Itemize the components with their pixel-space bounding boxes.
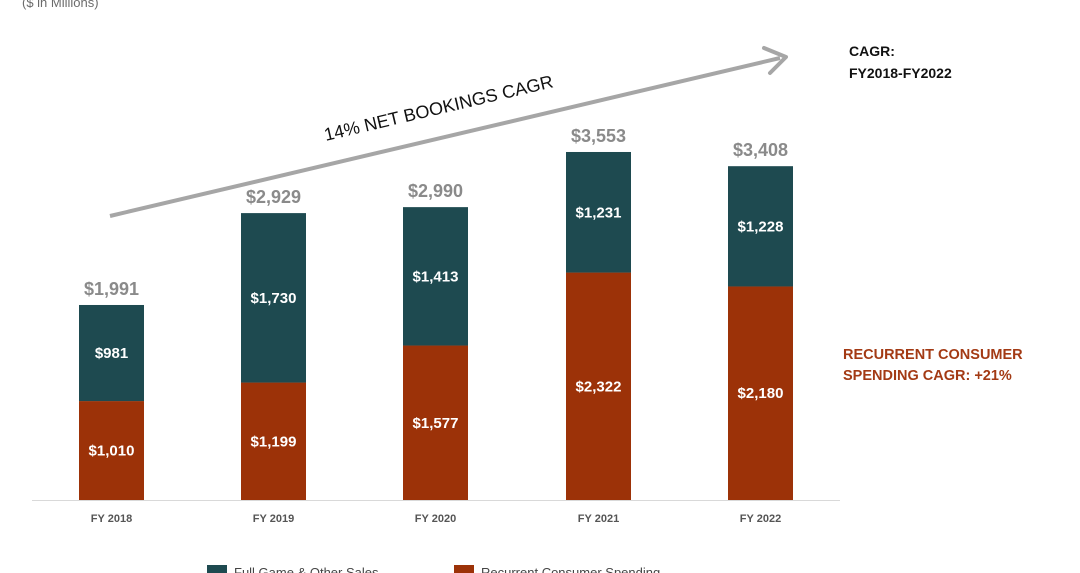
cagr-arrow-shaft — [109, 56, 781, 218]
units-label: ($ in Millions) — [22, 0, 99, 10]
total-label-fy2022: $3,408 — [733, 140, 788, 160]
bar-full-game-fy2018 — [79, 304, 144, 402]
x-tick-fy2021: FY 2021 — [578, 513, 619, 525]
bar-full-game-fy2021 — [566, 151, 631, 273]
value-label-recurrent-fy2022: $2,180 — [738, 385, 784, 402]
bar-full-game-fy2020 — [403, 207, 468, 346]
legend-label-recurrent: Recurrent Consumer Spending — [481, 565, 660, 573]
recurrent-cagr-note: RECURRENT CONSUMER SPENDING CAGR: +21% — [843, 345, 1023, 387]
bar-recurrent-fy2021 — [566, 272, 631, 500]
bar-recurrent-fy2018 — [79, 401, 144, 500]
x-tick-fy2018: FY 2018 — [91, 513, 132, 525]
total-label-fy2018: $1,991 — [84, 279, 139, 299]
legend-swatch-recurrent — [454, 565, 474, 573]
recurrent-cagr-note-line-1: RECURRENT CONSUMER — [843, 347, 1023, 363]
bar-full-game-fy2019 — [241, 213, 306, 383]
recurrent-cagr-note-line-2: SPENDING CAGR: +21% — [843, 368, 1012, 384]
cagr-period-line-2: FY2018-FY2022 — [849, 65, 952, 81]
legend-label-full-game: Full Game & Other Sales — [234, 565, 379, 573]
value-label-recurrent-fy2021: $2,322 — [576, 378, 622, 395]
bar-recurrent-fy2020 — [403, 345, 468, 500]
legend: Full Game & Other Sales Recurrent Consum… — [207, 565, 660, 573]
value-label-full-game-fy2020: $1,413 — [413, 268, 459, 285]
value-label-full-game-fy2018: $981 — [95, 345, 128, 362]
cagr-period-label: CAGR: FY2018-FY2022 — [849, 40, 952, 84]
x-tick-fy2020: FY 2020 — [415, 513, 456, 525]
total-label-fy2019: $2,929 — [246, 187, 301, 207]
total-label-fy2021: $3,553 — [571, 126, 626, 146]
cagr-arrow-head — [762, 46, 788, 75]
cagr-annotation: 14% NET BOOKINGS CAGR — [322, 71, 555, 144]
total-label-fy2020: $2,990 — [408, 181, 463, 201]
bar-full-game-fy2022 — [728, 166, 793, 287]
legend-swatch-full-game — [207, 565, 227, 573]
value-label-full-game-fy2021: $1,231 — [576, 204, 622, 221]
value-label-recurrent-fy2018: $1,010 — [89, 443, 135, 460]
value-label-recurrent-fy2020: $1,577 — [413, 415, 459, 432]
cagr-arrow — [109, 46, 788, 218]
bars-group: $1,010 $981 $1,991 $1,199 $1,730 $2,929 $1,577… — [79, 126, 793, 500]
x-tick-fy2022: FY 2022 — [740, 513, 781, 525]
value-label-full-game-fy2019: $1,730 — [251, 290, 297, 307]
value-label-full-game-fy2022: $1,228 — [738, 218, 784, 235]
bar-recurrent-fy2019 — [241, 382, 306, 500]
x-tick-fy2019: FY 2019 — [253, 513, 294, 525]
x-tick-labels: FY 2018 FY 2019 FY 2020 FY 2021 FY 2022 — [91, 513, 781, 525]
value-label-recurrent-fy2019: $1,199 — [251, 433, 297, 450]
bar-recurrent-fy2022 — [728, 286, 793, 500]
cagr-period-line-1: CAGR: — [849, 43, 895, 59]
